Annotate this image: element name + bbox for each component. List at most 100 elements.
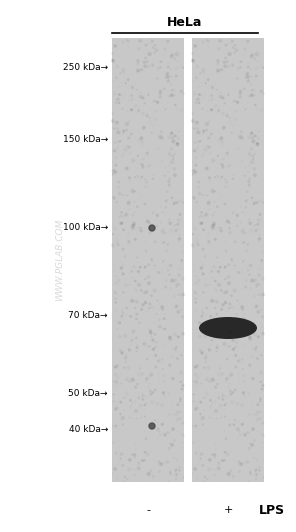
Circle shape — [171, 132, 172, 134]
Circle shape — [182, 385, 184, 386]
Circle shape — [205, 167, 208, 170]
Circle shape — [207, 202, 210, 204]
Circle shape — [152, 392, 154, 393]
Circle shape — [201, 315, 202, 317]
Circle shape — [147, 220, 149, 223]
Circle shape — [121, 315, 123, 317]
Circle shape — [211, 300, 214, 302]
Circle shape — [145, 278, 146, 279]
Circle shape — [263, 67, 264, 68]
Text: LPS: LPS — [259, 503, 285, 517]
Bar — [112, 38, 184, 482]
Circle shape — [148, 282, 150, 285]
Circle shape — [136, 318, 137, 320]
Circle shape — [261, 260, 263, 261]
Circle shape — [225, 291, 228, 293]
Circle shape — [246, 280, 247, 281]
Circle shape — [144, 452, 146, 453]
Circle shape — [118, 102, 120, 104]
Circle shape — [121, 212, 122, 213]
Circle shape — [206, 129, 207, 130]
Circle shape — [209, 459, 211, 461]
Circle shape — [172, 140, 175, 143]
Circle shape — [131, 133, 132, 135]
Circle shape — [241, 306, 244, 309]
Circle shape — [147, 472, 150, 476]
Circle shape — [145, 438, 147, 439]
Circle shape — [256, 143, 259, 146]
Circle shape — [202, 130, 205, 132]
Circle shape — [203, 292, 204, 293]
Circle shape — [243, 318, 245, 319]
Circle shape — [152, 339, 154, 341]
Circle shape — [176, 143, 179, 146]
Circle shape — [225, 278, 226, 279]
Circle shape — [255, 305, 258, 307]
Circle shape — [115, 164, 117, 166]
Circle shape — [160, 93, 161, 94]
Circle shape — [211, 378, 214, 381]
Circle shape — [131, 378, 134, 381]
Circle shape — [251, 132, 252, 134]
Circle shape — [254, 135, 256, 137]
Circle shape — [133, 222, 135, 225]
Circle shape — [131, 109, 133, 111]
Circle shape — [180, 381, 181, 383]
Circle shape — [175, 305, 178, 307]
Circle shape — [213, 225, 215, 227]
Circle shape — [255, 104, 256, 105]
Circle shape — [141, 309, 143, 310]
Circle shape — [176, 143, 178, 144]
Circle shape — [223, 127, 225, 129]
Circle shape — [132, 225, 135, 227]
Circle shape — [224, 302, 226, 304]
Circle shape — [211, 133, 212, 135]
Circle shape — [202, 195, 203, 196]
Circle shape — [240, 463, 242, 466]
Circle shape — [149, 303, 151, 304]
Circle shape — [193, 234, 194, 235]
Circle shape — [168, 414, 169, 415]
Circle shape — [224, 267, 226, 268]
Circle shape — [202, 248, 204, 250]
Circle shape — [177, 336, 179, 338]
Circle shape — [240, 67, 241, 68]
Text: 70 kDa→: 70 kDa→ — [68, 312, 108, 320]
Circle shape — [144, 267, 146, 268]
Circle shape — [141, 460, 143, 461]
Circle shape — [169, 222, 171, 225]
Circle shape — [121, 352, 123, 354]
Circle shape — [247, 76, 249, 78]
Circle shape — [127, 202, 130, 204]
Circle shape — [143, 97, 144, 99]
Circle shape — [122, 248, 124, 250]
Circle shape — [252, 54, 253, 55]
Circle shape — [212, 215, 213, 216]
Circle shape — [257, 336, 259, 338]
Circle shape — [192, 59, 193, 61]
Circle shape — [160, 463, 163, 466]
Circle shape — [120, 401, 122, 403]
Circle shape — [140, 230, 142, 232]
Circle shape — [141, 137, 143, 139]
Circle shape — [213, 222, 215, 225]
Circle shape — [172, 377, 174, 379]
Circle shape — [144, 404, 145, 406]
Circle shape — [225, 438, 226, 439]
Circle shape — [252, 428, 255, 430]
Circle shape — [257, 143, 258, 144]
Circle shape — [233, 47, 234, 48]
Circle shape — [172, 428, 174, 430]
Circle shape — [163, 318, 165, 319]
Circle shape — [166, 280, 167, 281]
Text: +: + — [223, 505, 233, 515]
Circle shape — [252, 140, 255, 143]
Circle shape — [137, 384, 138, 385]
Circle shape — [201, 222, 202, 224]
Circle shape — [219, 322, 220, 323]
Circle shape — [139, 267, 141, 268]
Circle shape — [171, 444, 173, 446]
Circle shape — [149, 423, 155, 429]
Circle shape — [172, 137, 173, 138]
Circle shape — [167, 76, 169, 78]
